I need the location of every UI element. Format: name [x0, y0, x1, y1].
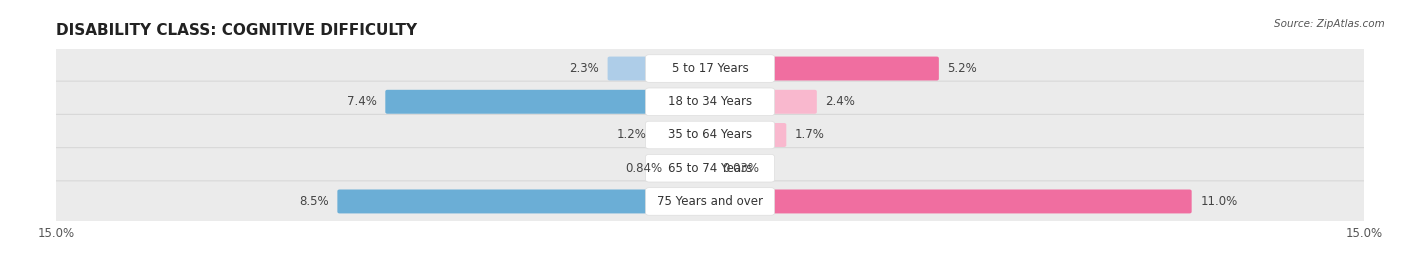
FancyBboxPatch shape [707, 190, 1192, 213]
Text: 0.84%: 0.84% [626, 162, 662, 175]
FancyBboxPatch shape [607, 57, 713, 80]
FancyBboxPatch shape [645, 121, 775, 149]
Text: 0.03%: 0.03% [723, 162, 759, 175]
Text: 65 to 74 Years: 65 to 74 Years [668, 162, 752, 175]
Text: 1.7%: 1.7% [794, 129, 825, 141]
FancyBboxPatch shape [671, 156, 713, 180]
FancyBboxPatch shape [49, 81, 1371, 122]
Text: 5 to 17 Years: 5 to 17 Years [672, 62, 748, 75]
FancyBboxPatch shape [337, 190, 713, 213]
Text: 5.2%: 5.2% [948, 62, 977, 75]
FancyBboxPatch shape [707, 57, 939, 80]
FancyBboxPatch shape [707, 156, 713, 180]
Text: 18 to 34 Years: 18 to 34 Years [668, 95, 752, 108]
FancyBboxPatch shape [385, 90, 713, 114]
FancyBboxPatch shape [655, 123, 713, 147]
Text: 75 Years and over: 75 Years and over [657, 195, 763, 208]
FancyBboxPatch shape [49, 114, 1371, 156]
Text: DISABILITY CLASS: COGNITIVE DIFFICULTY: DISABILITY CLASS: COGNITIVE DIFFICULTY [56, 23, 418, 38]
FancyBboxPatch shape [645, 55, 775, 82]
Text: 11.0%: 11.0% [1201, 195, 1237, 208]
FancyBboxPatch shape [49, 148, 1371, 189]
Text: 35 to 64 Years: 35 to 64 Years [668, 129, 752, 141]
FancyBboxPatch shape [645, 88, 775, 116]
Text: 2.4%: 2.4% [825, 95, 855, 108]
FancyBboxPatch shape [49, 181, 1371, 222]
Text: 7.4%: 7.4% [347, 95, 377, 108]
FancyBboxPatch shape [49, 48, 1371, 89]
FancyBboxPatch shape [645, 154, 775, 182]
FancyBboxPatch shape [707, 90, 817, 114]
FancyBboxPatch shape [707, 123, 786, 147]
Text: 2.3%: 2.3% [569, 62, 599, 75]
FancyBboxPatch shape [645, 188, 775, 215]
Text: 8.5%: 8.5% [299, 195, 329, 208]
Text: Source: ZipAtlas.com: Source: ZipAtlas.com [1274, 19, 1385, 29]
Text: 1.2%: 1.2% [617, 129, 647, 141]
